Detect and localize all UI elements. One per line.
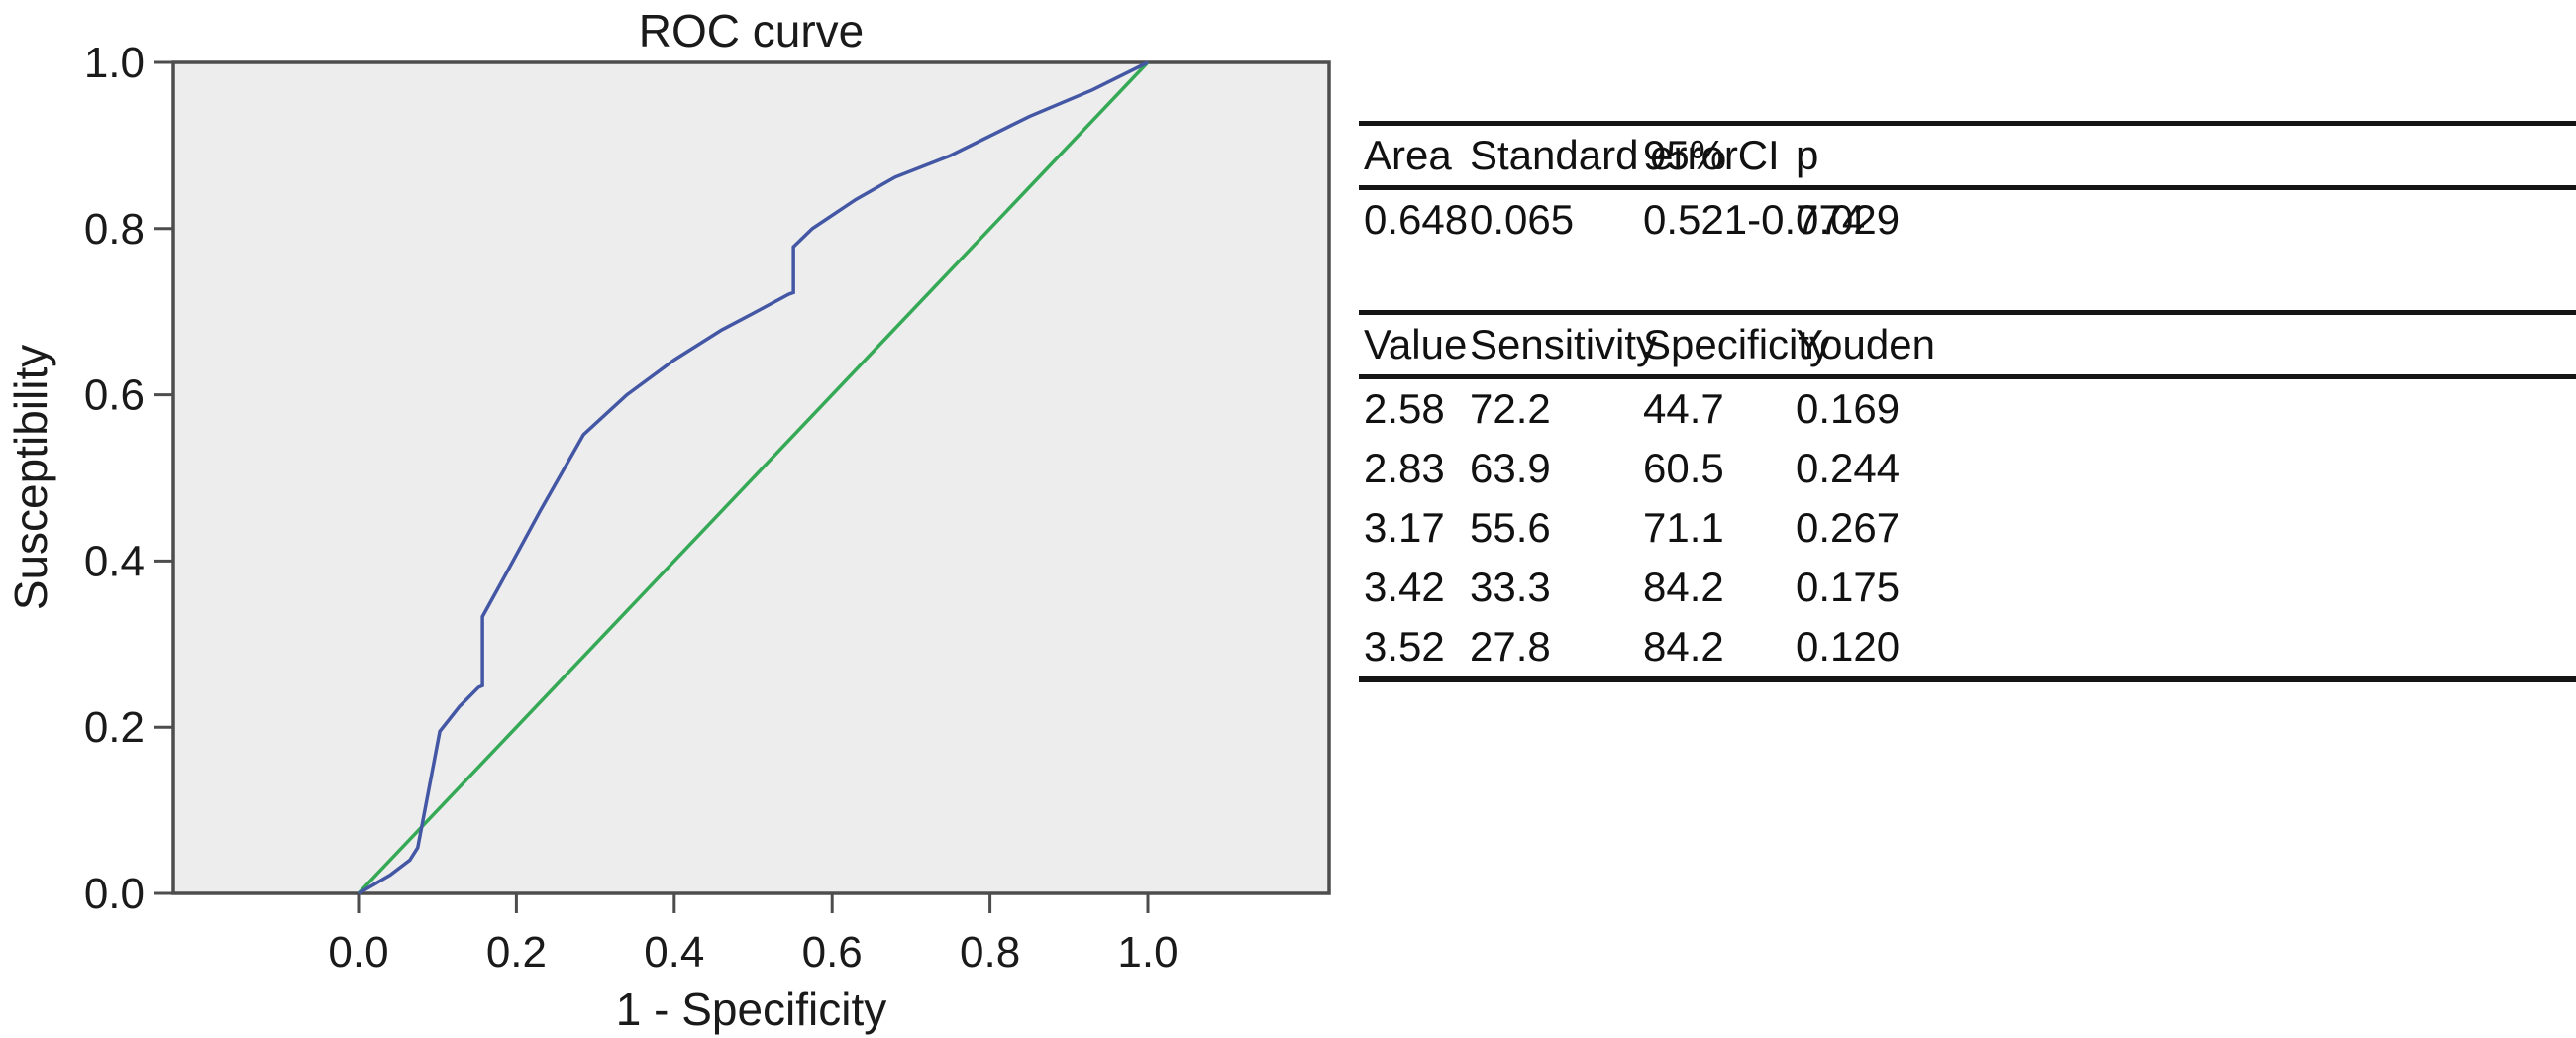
table-cell: 0.175 — [1796, 564, 1901, 610]
table-row: 3.17 55.6 71.1 0.267 — [1359, 498, 2576, 558]
table-cell: 0.267 — [1796, 504, 1901, 551]
column-header: 95% CI — [1643, 132, 1780, 178]
table-row: 3.42 33.3 84.2 0.175 — [1359, 558, 2576, 617]
table-cell: 0.029 — [1796, 196, 1901, 243]
table-cell: 84.2 — [1643, 564, 1724, 610]
table-header-row: Value Sensitivity Specificity Youden — [1359, 315, 2576, 379]
y-tick-label: 0.0 — [84, 870, 145, 918]
table-row: 2.83 63.9 60.5 0.244 — [1359, 439, 2576, 498]
table-cell: 84.2 — [1643, 623, 1724, 670]
table-cell: 0.244 — [1796, 445, 1901, 491]
table-cell: 27.8 — [1470, 623, 1551, 670]
auc-table: Area Standard error 95% CI p 0.648 0.065 0.521… — [1359, 121, 2576, 250]
y-tick-label: 0.2 — [84, 703, 145, 752]
stats-panel: Area Standard error 95% CI p 0.648 0.065 0.521… — [1359, 0, 2576, 1038]
y-tick-label: 1.0 — [84, 39, 145, 87]
roc-curve-line — [358, 60, 1149, 895]
table-cell: 2.58 — [1364, 385, 1445, 432]
table-cell: 2.83 — [1364, 445, 1445, 491]
x-tick-label: 1.0 — [1117, 928, 1178, 977]
table-cell: 0.521-0.774 — [1643, 196, 1866, 243]
column-header: Sensitivity — [1470, 321, 1658, 367]
column-header: p — [1796, 132, 1819, 178]
cutoff-table: Value Sensitivity Specificity Youden 2.58 72.… — [1359, 310, 2576, 682]
table-cell: 44.7 — [1643, 385, 1724, 432]
table-cell: 0.065 — [1470, 196, 1575, 243]
x-tick-label: 0.4 — [644, 928, 704, 977]
roc-chart: 0.0 0.2 0.4 0.6 0.8 1.0 0.0 0.2 0.4 0.6 0.8 1.0 — [84, 39, 1331, 977]
table-cell: 55.6 — [1470, 504, 1551, 551]
table-cell: 63.9 — [1470, 445, 1551, 491]
y-axis-label: Susceptibility — [5, 344, 56, 611]
table-row: 3.52 27.8 84.2 0.120 — [1359, 617, 2576, 676]
table-cell: 3.52 — [1364, 623, 1445, 670]
column-header: Standard error — [1470, 132, 1738, 178]
x-tick-label: 0.2 — [486, 928, 547, 977]
axis-ticks: 0.0 0.2 0.4 0.6 0.8 1.0 0.0 0.2 0.4 0.6 0.8 1.0 — [84, 39, 1179, 977]
table-cell: 0.120 — [1796, 623, 1901, 670]
table-header-row: Area Standard error 95% CI p — [1359, 126, 2576, 190]
y-tick-label: 0.6 — [84, 371, 145, 420]
series-lines — [357, 60, 1150, 895]
table-cell: 72.2 — [1470, 385, 1551, 432]
table-cell: 60.5 — [1643, 445, 1724, 491]
chart-title: ROC curve — [638, 5, 865, 56]
table-cell: 3.17 — [1364, 504, 1445, 551]
x-tick-label: 0.8 — [960, 928, 1020, 977]
y-tick-label: 0.8 — [84, 205, 145, 254]
table-cell: 3.42 — [1364, 564, 1445, 610]
table-cell: 33.3 — [1470, 564, 1551, 610]
y-tick-label: 0.4 — [84, 537, 145, 585]
x-tick-label: 0.6 — [802, 928, 863, 977]
table-row: 0.648 0.065 0.521-0.774 0.029 — [1359, 190, 2576, 250]
column-header: Value — [1364, 321, 1468, 367]
table-cell: 71.1 — [1643, 504, 1724, 551]
column-header: Youden — [1796, 321, 1935, 367]
reference-diagonal-line — [357, 60, 1150, 895]
column-header: Specificity — [1643, 321, 1831, 367]
x-axis-label: 1 - Specificity — [615, 984, 887, 1035]
table-cell: 0.648 — [1364, 196, 1469, 243]
table-cell: 0.169 — [1796, 385, 1901, 432]
column-header: Area — [1364, 132, 1452, 178]
x-tick-label: 0.0 — [328, 928, 388, 977]
table-row: 2.58 72.2 44.7 0.169 — [1359, 379, 2576, 439]
